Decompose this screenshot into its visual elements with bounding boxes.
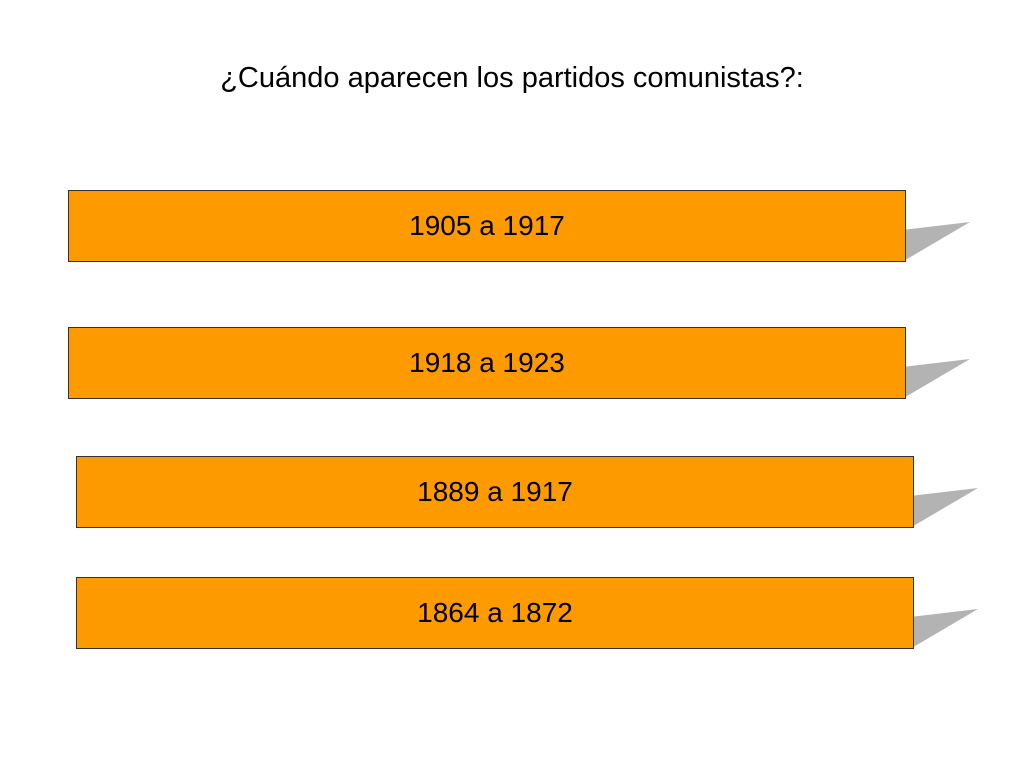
answer-button-2[interactable]: 1918 a 1923 (68, 327, 906, 399)
answer-option-2[interactable]: 1918 a 1923 (68, 327, 970, 399)
option-shadow (910, 609, 978, 649)
option-shadow (902, 222, 970, 262)
answer-button-3[interactable]: 1889 a 1917 (76, 456, 914, 528)
option-shadow (910, 488, 978, 528)
answer-label-2: 1918 a 1923 (409, 347, 565, 378)
answer-label-4: 1864 a 1872 (417, 597, 573, 628)
answer-option-3[interactable]: 1889 a 1917 (76, 456, 978, 528)
answer-label-1: 1905 a 1917 (409, 210, 565, 241)
option-shadow (902, 359, 970, 399)
answer-option-1[interactable]: 1905 a 1917 (68, 190, 970, 262)
answer-option-4[interactable]: 1864 a 1872 (76, 577, 978, 649)
question-title: ¿Cuándo aparecen los partidos comunistas… (220, 62, 804, 94)
answer-button-1[interactable]: 1905 a 1917 (68, 190, 906, 262)
answer-label-3: 1889 a 1917 (417, 476, 573, 507)
answer-button-4[interactable]: 1864 a 1872 (76, 577, 914, 649)
